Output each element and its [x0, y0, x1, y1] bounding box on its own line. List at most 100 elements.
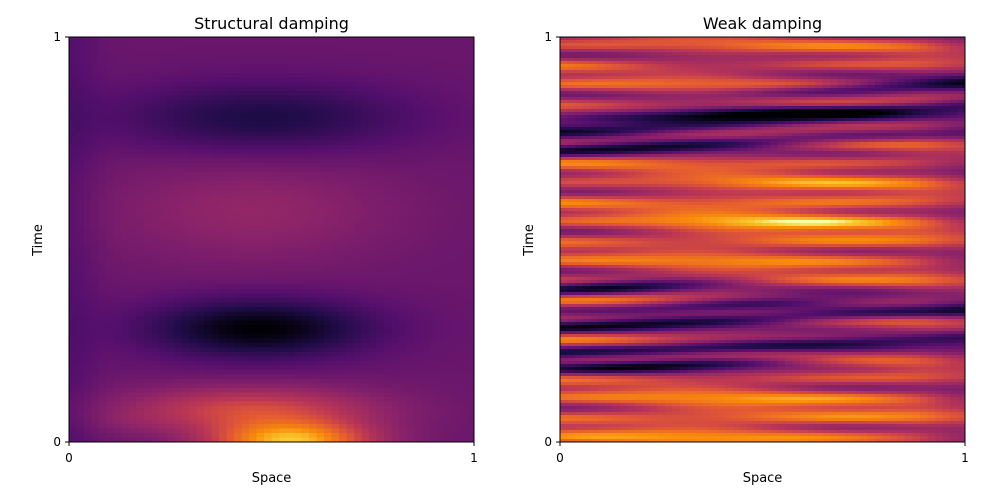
heatmap-cell [414, 320, 423, 326]
heatmap-cell [241, 154, 250, 160]
heatmap-cell [264, 91, 273, 97]
heatmap-cell [151, 127, 160, 133]
heatmap-cell [99, 320, 108, 326]
heatmap-cell [106, 95, 115, 101]
heatmap-cell [331, 163, 340, 169]
heatmap-cell [421, 86, 430, 92]
heatmap-cell [256, 302, 265, 308]
heatmap-cell [211, 172, 220, 178]
heatmap-cell [91, 77, 100, 83]
heatmap-cell [174, 253, 183, 259]
heatmap-cell [76, 100, 85, 106]
heatmap-cell [361, 46, 370, 52]
heatmap-cell [114, 239, 123, 245]
heatmap-cell [234, 284, 243, 290]
heatmap-cell [301, 73, 310, 79]
heatmap-cell [181, 244, 190, 250]
heatmap-cell [121, 86, 130, 92]
heatmap-cell [106, 383, 115, 389]
heatmap-cell [279, 145, 288, 151]
heatmap-cell [226, 352, 235, 358]
heatmap-cell [106, 397, 115, 403]
heatmap-cell [294, 419, 303, 425]
heatmap-cell [174, 172, 183, 178]
heatmap-cell [301, 248, 310, 254]
heatmap-cell [114, 235, 123, 241]
heatmap-cell [76, 424, 85, 430]
heatmap-cell [451, 113, 460, 119]
heatmap-cell [324, 388, 333, 394]
heatmap-cell [421, 266, 430, 272]
heatmap-cell [376, 181, 385, 187]
heatmap-cell [316, 77, 325, 83]
heatmap-cell [204, 46, 213, 52]
heatmap-cell [226, 104, 235, 110]
heatmap-cell [421, 167, 430, 173]
heatmap-cell [256, 365, 265, 371]
heatmap-cell [99, 208, 108, 214]
heatmap-cell [136, 68, 145, 74]
heatmap-cell [436, 379, 445, 385]
heatmap-cell [451, 109, 460, 115]
heatmap-cell [354, 172, 363, 178]
heatmap-cell [354, 221, 363, 227]
heatmap-cell [226, 59, 235, 65]
heatmap-cell [264, 95, 273, 101]
heatmap-cell [99, 397, 108, 403]
heatmap-cell [421, 388, 430, 394]
heatmap-cell [264, 64, 273, 70]
heatmap-cell [436, 190, 445, 196]
heatmap-cell [286, 433, 295, 439]
heatmap-cell [234, 190, 243, 196]
heatmap-cell [211, 383, 220, 389]
heatmap-cell [286, 374, 295, 380]
heatmap-cell [91, 253, 100, 259]
heatmap-cell [196, 136, 205, 142]
heatmap-cell [301, 271, 310, 277]
heatmap-cell [369, 248, 378, 254]
heatmap-cell [264, 100, 273, 106]
heatmap-cell [444, 289, 453, 295]
heatmap-cell [234, 379, 243, 385]
heatmap-cell [301, 167, 310, 173]
heatmap-cell [331, 338, 340, 344]
heatmap-cell [331, 266, 340, 272]
heatmap-cell [136, 77, 145, 83]
heatmap-cell [384, 158, 393, 164]
heatmap-cell [451, 316, 460, 322]
heatmap-cell [286, 320, 295, 326]
heatmap-cell [144, 113, 153, 119]
heatmap-cell [399, 356, 408, 362]
heatmap-cell [436, 289, 445, 295]
heatmap-cell [264, 149, 273, 155]
heatmap-cell [421, 73, 430, 79]
heatmap-cell [324, 59, 333, 65]
heatmap-cell [414, 257, 423, 263]
heatmap-cell [444, 361, 453, 367]
heatmap-cell [204, 131, 213, 137]
heatmap-cell [316, 289, 325, 295]
heatmap-cell [406, 131, 415, 137]
heatmap-cell [181, 91, 190, 97]
heatmap-cell [106, 248, 115, 254]
heatmap-cell [286, 415, 295, 421]
heatmap-cell [204, 289, 213, 295]
heatmap-cell [219, 203, 228, 209]
heatmap-cell [189, 190, 198, 196]
heatmap-cell [429, 217, 438, 223]
heatmap-cell [136, 428, 145, 434]
heatmap-cell [466, 293, 474, 299]
heatmap-cell [459, 311, 468, 317]
heatmap-cell [181, 176, 190, 182]
heatmap-cell [151, 82, 160, 88]
heatmap-cell [459, 55, 468, 61]
heatmap-cell [451, 64, 460, 70]
heatmap-cell [294, 329, 303, 335]
heatmap-cell [444, 329, 453, 335]
heatmap-cell [429, 298, 438, 304]
heatmap-cell [331, 293, 340, 299]
heatmap-cell [181, 46, 190, 52]
heatmap-cell [451, 185, 460, 191]
heatmap-cell [309, 149, 318, 155]
heatmap-cell [211, 374, 220, 380]
